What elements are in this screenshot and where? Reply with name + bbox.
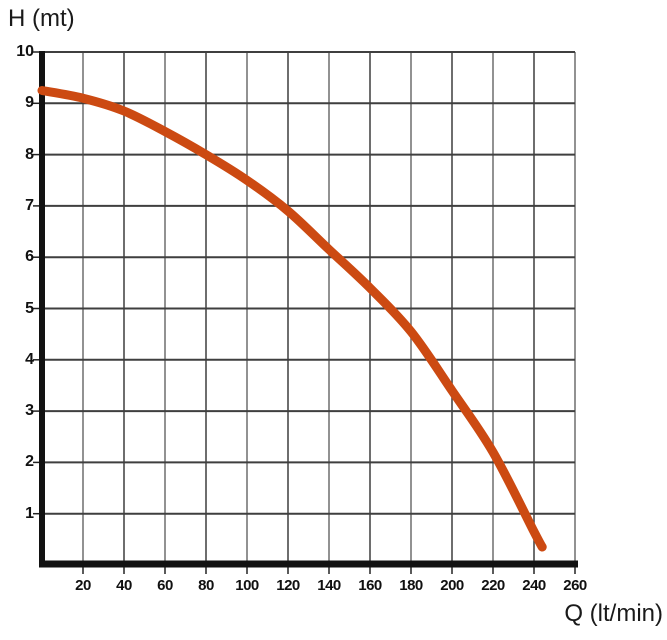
x-tick-label: 60 (157, 577, 173, 594)
y-tick-label: 8 (25, 145, 34, 163)
x-tick-label: 120 (276, 577, 300, 594)
y-tick-label: 3 (25, 402, 34, 420)
x-tick-label: 240 (522, 577, 546, 594)
y-tick-label: 2 (25, 453, 34, 471)
x-tick-label: 220 (481, 577, 505, 594)
x-tick-label: 40 (116, 577, 132, 594)
x-tick-label: 160 (358, 577, 382, 594)
x-tick-label: 260 (563, 577, 587, 594)
y-tick-label: 6 (25, 248, 34, 266)
x-tick-label: 140 (317, 577, 341, 594)
pump-curve-line (37, 86, 547, 552)
y-tick-label: 1 (25, 504, 34, 522)
y-tick-label: 5 (25, 299, 34, 317)
x-axis-title: Q (lt/min) (564, 600, 663, 627)
y-tick-label: 9 (25, 94, 34, 112)
y-tick-label: 4 (25, 350, 34, 368)
x-tick-label: 100 (235, 577, 259, 594)
x-tick-label: 80 (198, 577, 214, 594)
plot-area (33, 51, 578, 574)
y-tick-label: 7 (25, 196, 34, 214)
y-tick-label: 10 (16, 43, 34, 60)
x-tick-label: 20 (75, 577, 91, 594)
x-tick-label: 180 (399, 577, 423, 594)
y-axis-title: H (mt) (8, 5, 75, 32)
x-tick-label: 200 (440, 577, 464, 594)
